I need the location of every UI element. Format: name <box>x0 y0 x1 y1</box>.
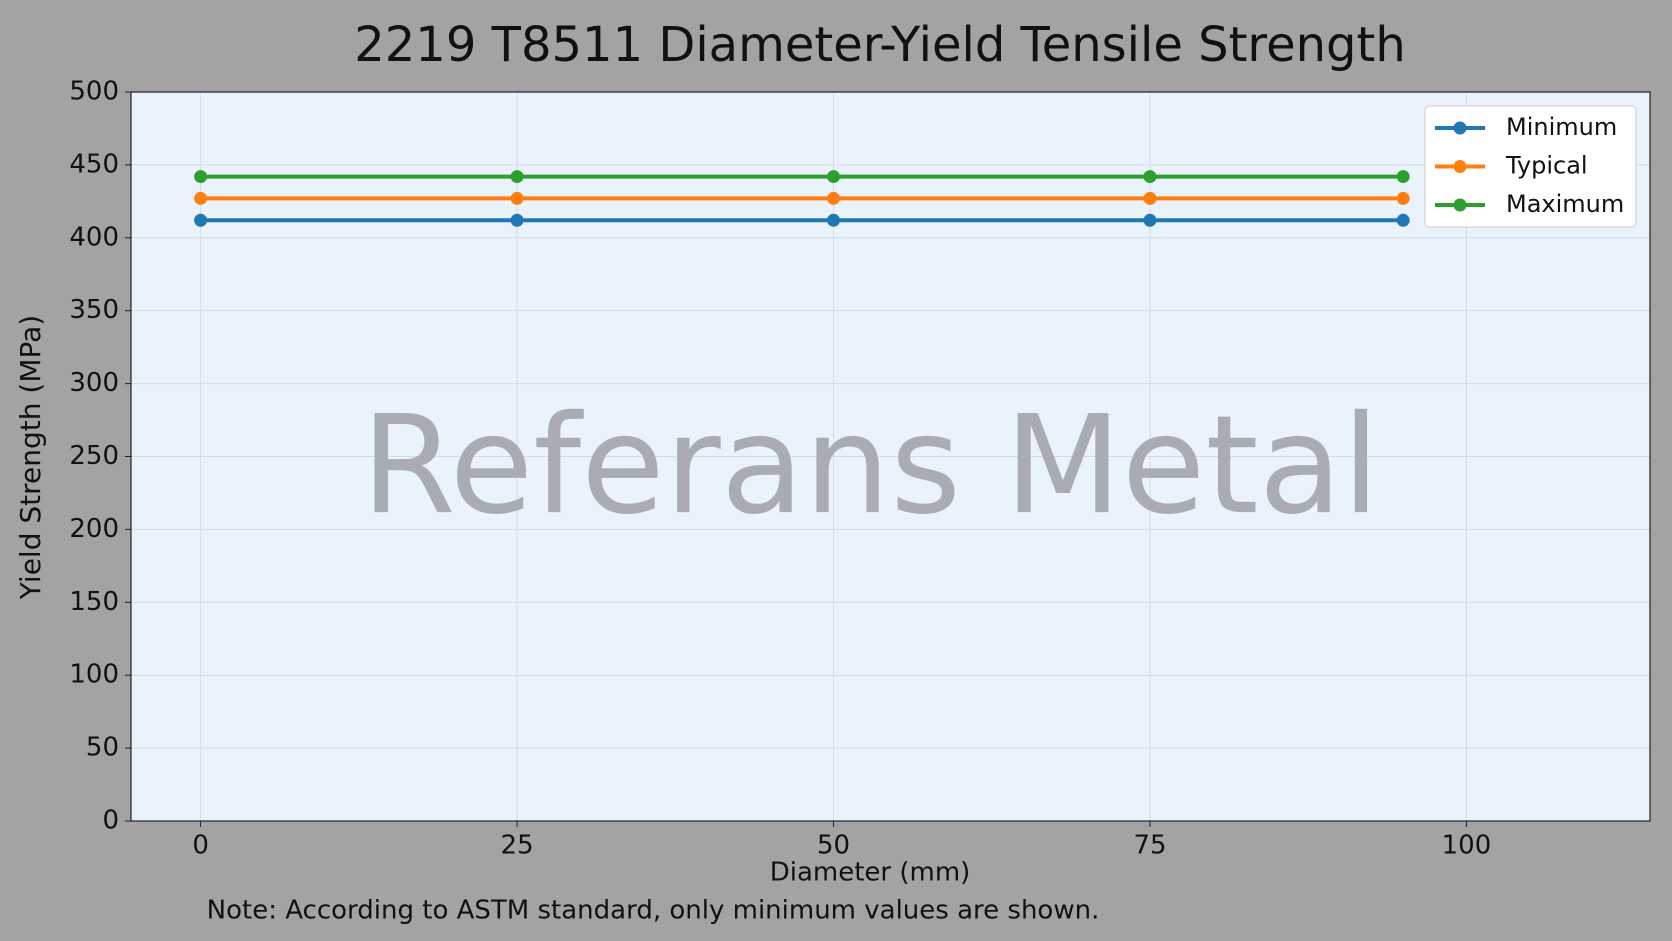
data-point <box>1396 213 1410 227</box>
y-tick-label: 500 <box>69 77 119 107</box>
data-point <box>194 213 208 227</box>
data-point <box>827 213 841 227</box>
data-point <box>510 213 524 227</box>
data-point <box>194 191 208 205</box>
y-axis-label: Yield Strength (MPa) <box>14 315 47 600</box>
legend-box <box>1424 105 1637 228</box>
data-point <box>1143 170 1157 184</box>
legend-marker <box>1453 198 1467 212</box>
x-tick-label: 100 <box>1442 831 1492 861</box>
data-point <box>1143 213 1157 227</box>
legend-marker <box>1453 121 1467 135</box>
legend-label: Typical <box>1505 152 1588 180</box>
data-point <box>827 170 841 184</box>
y-tick-label: 400 <box>69 222 119 252</box>
data-point <box>194 170 208 184</box>
data-point <box>1396 191 1410 205</box>
watermark: Referans Metal <box>361 387 1380 545</box>
x-tick-label: 25 <box>501 831 534 861</box>
x-tick-label: 50 <box>817 831 850 861</box>
x-tick-label: 0 <box>192 831 209 861</box>
data-point <box>510 170 524 184</box>
data-point <box>510 191 524 205</box>
y-tick-label: 300 <box>69 368 119 398</box>
legend-label: Maximum <box>1506 190 1624 218</box>
y-tick-label: 100 <box>69 660 119 690</box>
y-tick-label: 50 <box>86 733 119 763</box>
chart-title: 2219 T8511 Diameter-Yield Tensile Streng… <box>354 17 1406 73</box>
y-tick-label: 250 <box>69 441 119 471</box>
legend-marker <box>1453 160 1467 173</box>
y-tick-label: 150 <box>69 587 119 617</box>
x-axis-label: Diameter (mm) <box>770 858 971 888</box>
note: Note: According to ASTM standard, only m… <box>207 896 1100 926</box>
x-tick-label: 75 <box>1133 831 1166 861</box>
y-tick-label: 200 <box>69 514 119 544</box>
y-tick-label: 0 <box>102 806 119 836</box>
y-tick-label: 350 <box>69 295 119 325</box>
data-point <box>1143 191 1157 205</box>
legend-label: Minimum <box>1506 113 1617 141</box>
data-point <box>827 191 841 205</box>
plot-frame <box>130 91 1651 822</box>
y-tick-label: 450 <box>69 149 119 179</box>
data-point <box>1396 170 1410 184</box>
